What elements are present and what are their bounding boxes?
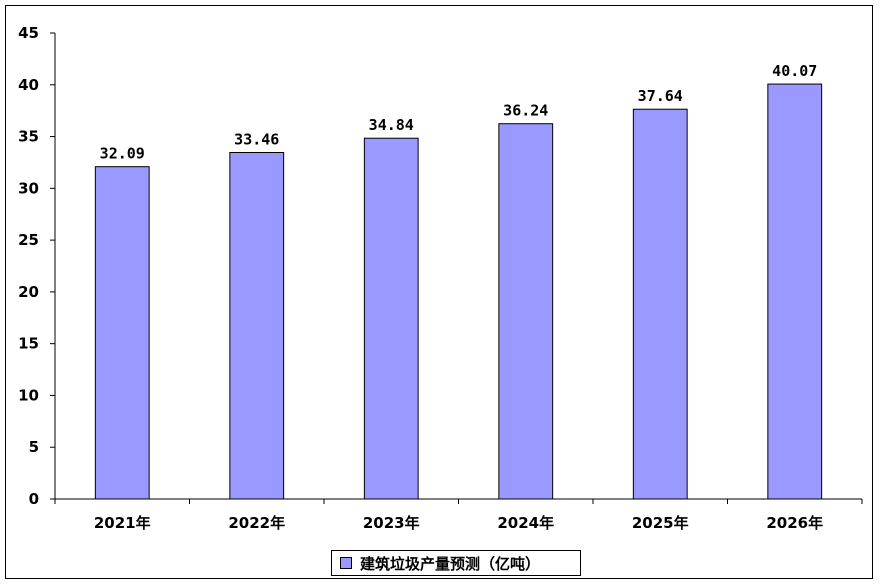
bar [632,108,688,500]
chart-frame [5,5,873,579]
data-label: 33.46 [234,131,279,149]
data-label: 40.07 [772,62,817,80]
y-tick-label: 45 [18,24,39,42]
x-axis: 2021年 2022年 2023年 2024年 2025年 2026年 [54,498,863,532]
bar [767,83,823,500]
x-tick-label: 2021年 [94,514,151,532]
y-tick-label: 20 [18,283,39,301]
bar [498,123,554,500]
data-label: 34.84 [369,116,414,134]
bars [94,83,823,500]
bar [363,137,419,500]
data-labels: 32.09 33.46 34.84 36.24 37.64 40.07 [100,62,818,163]
x-tick-label: 2022年 [228,514,285,532]
bar [229,152,285,500]
legend: 建筑垃圾产量预测（亿吨） [331,550,581,576]
x-tick-label: 2024年 [497,514,554,532]
y-tick-label: 40 [18,76,39,94]
data-label: 37.64 [638,87,683,105]
bar [94,166,150,500]
y-tick-label: 30 [18,179,39,197]
y-axis: 0 5 10 15 20 25 30 35 40 45 [18,24,56,508]
data-label: 32.09 [100,145,145,163]
y-tick-label: 35 [18,128,39,146]
y-tick-label: 15 [18,335,39,353]
data-label: 36.24 [503,102,548,120]
x-tick-label: 2026年 [766,514,823,532]
y-tick-label: 5 [29,438,39,456]
x-tick-label: 2023年 [363,514,420,532]
y-tick-label: 0 [29,490,39,508]
y-tick-label: 25 [18,231,39,249]
y-tick-label: 10 [18,386,39,404]
x-tick-label: 2025年 [632,514,689,532]
legend-label: 建筑垃圾产量预测（亿吨） [360,554,541,573]
legend-swatch [340,557,352,569]
